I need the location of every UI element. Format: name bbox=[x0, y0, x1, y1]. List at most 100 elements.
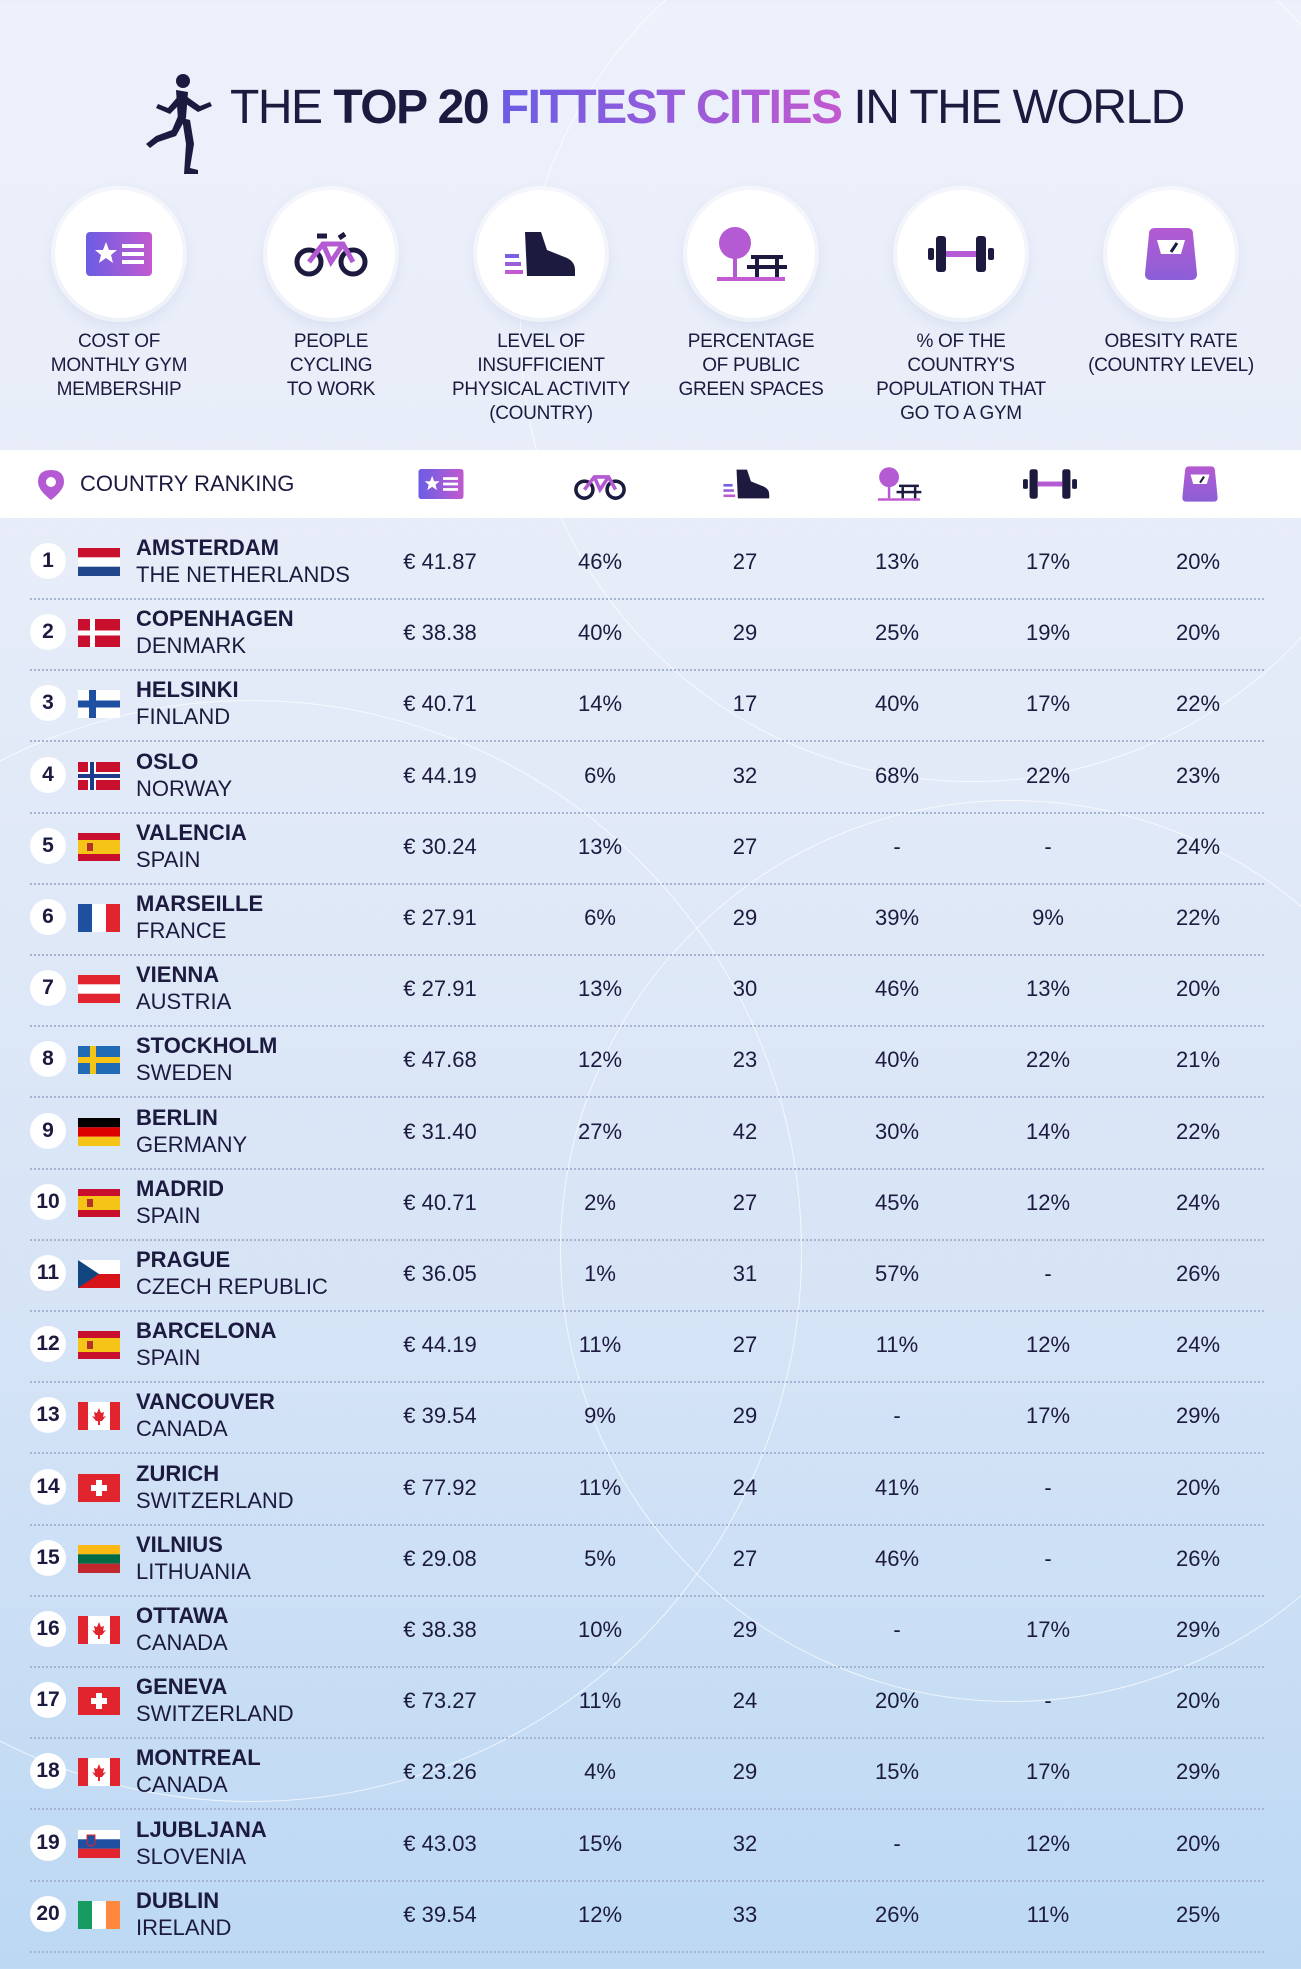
gym-cost-cell: € 43.03 bbox=[403, 1830, 477, 1856]
category-obesity-label: OBESITY RATE (COUNTRY LEVEL) bbox=[1088, 331, 1254, 376]
location-pin-icon bbox=[38, 470, 64, 500]
rank-badge: 12 bbox=[30, 1326, 66, 1363]
cycling-cell: 5% bbox=[584, 1545, 616, 1571]
obesity-cell: 20% bbox=[1175, 549, 1221, 574]
table-row: 20 DUBLIN IRELAND € 39.54 12% 33 26% 11% 25% bbox=[30, 1880, 1264, 1953]
table-row: 3 HELSINKI FINLAND € 40.71 14% 17 40% 17% 22% bbox=[30, 669, 1264, 743]
park-bench-tree-icon bbox=[877, 467, 922, 501]
category-legend: COST OF MONTHLY GYM MEMBERSHIP PEOPLE CY… bbox=[0, 190, 1301, 440]
gym-population-cell: 13% bbox=[1025, 976, 1071, 1002]
cycling-cell: 15% bbox=[577, 1830, 623, 1856]
flag-canada-icon bbox=[78, 1758, 120, 1787]
city-name: PRAGUE bbox=[136, 1247, 231, 1272]
country-name: IRELAND bbox=[136, 1914, 232, 1940]
green-space-cell: 20% bbox=[874, 1688, 920, 1714]
city-name: AMSTERDAM bbox=[136, 535, 279, 560]
category-inactivity-label: LEVEL OF INSUFFICIENT PHYSICAL ACTIVITY … bbox=[452, 331, 630, 424]
category-cycling-label: PEOPLE CYCLING TO WORK bbox=[286, 331, 376, 400]
table-row: 15 VILNIUS LITHUANIA € 29.08 5% 27 46% - 26% bbox=[30, 1524, 1264, 1597]
park-bench-tree-icon bbox=[717, 227, 787, 281]
obesity-cell: 20% bbox=[1175, 1830, 1221, 1856]
table-row: 11 PRAGUE CZECH REPUBLIC € 36.05 1% 31 57% - 26% bbox=[30, 1239, 1264, 1312]
rank-badge: 15 bbox=[30, 1539, 66, 1576]
rank-badge: 13 bbox=[30, 1397, 66, 1434]
city-name: BERLIN bbox=[136, 1104, 218, 1130]
green-space-cell: 11% bbox=[875, 1332, 919, 1358]
flag-germany-icon bbox=[78, 1117, 120, 1146]
obesity-cell: 20% bbox=[1175, 976, 1221, 1002]
obesity-cell: 20% bbox=[1175, 1474, 1221, 1500]
green-space-cell: 25% bbox=[874, 620, 920, 646]
header-obesity-icon bbox=[1170, 465, 1230, 503]
gym-population-cell: 17% bbox=[1025, 1403, 1071, 1429]
sneaker-icon bbox=[505, 232, 575, 276]
city-name: GENEVA bbox=[136, 1674, 228, 1700]
gym-population-cell: 14% bbox=[1025, 1118, 1071, 1144]
table-row: 9 BERLIN GERMANY € 31.40 27% 42 30% 14% 22% bbox=[30, 1097, 1264, 1170]
flag-france-icon bbox=[78, 904, 120, 932]
gym-cost-cell: € 44.19 bbox=[403, 1332, 477, 1358]
gym-cost-cell: € 44.19 bbox=[403, 762, 477, 788]
cycling-cell: 13% bbox=[577, 976, 623, 1002]
inactivity-cell: 29 bbox=[732, 1403, 758, 1429]
obesity-cell: 25% bbox=[1175, 1901, 1221, 1927]
green-space-cell: - bbox=[893, 1830, 901, 1856]
flag-czech-icon bbox=[78, 1260, 120, 1288]
obesity-cell: 24% bbox=[1175, 833, 1221, 859]
gym-population-cell: - bbox=[1044, 833, 1052, 859]
city-name: OSLO bbox=[136, 748, 199, 774]
cycling-cell: 4% bbox=[584, 1759, 616, 1785]
city-name: STOCKHOLM bbox=[136, 1033, 278, 1059]
inactivity-cell: 24 bbox=[732, 1688, 758, 1714]
green-space-cell: 30% bbox=[874, 1118, 920, 1144]
country-name: CANADA bbox=[136, 1416, 228, 1442]
city-name: VALENCIA bbox=[136, 819, 247, 845]
green-space-cell: 26% bbox=[874, 1901, 920, 1927]
flag-norway-icon bbox=[78, 761, 120, 790]
table-row: 17 GENEVA SWITZERLAND € 73.27 11% 24 20% - 20% bbox=[30, 1666, 1264, 1740]
cycling-cell: 11% bbox=[578, 1688, 622, 1714]
table-row: 2 COPENHAGEN DENMARK € 38.38 40% 29 25% 19% 20% bbox=[30, 598, 1264, 672]
gym-population-cell: - bbox=[1044, 1688, 1052, 1714]
flag-denmark-icon bbox=[78, 619, 120, 648]
header-gym-cost-icon bbox=[411, 465, 471, 503]
category-cycling-badge bbox=[267, 190, 395, 318]
country-name: SWEDEN bbox=[136, 1060, 233, 1086]
category-gym-population-badge bbox=[897, 190, 1025, 318]
country-ranking-label: COUNTRY RANKING bbox=[80, 471, 295, 496]
rank-badge: 8 bbox=[30, 1041, 66, 1078]
gym-population-cell: - bbox=[1044, 1261, 1052, 1286]
cycling-cell: 10% bbox=[577, 1617, 623, 1642]
green-space-cell: 46% bbox=[874, 1545, 920, 1571]
gym-population-cell: - bbox=[1044, 1545, 1052, 1571]
rank-badge: 9 bbox=[30, 1112, 66, 1149]
green-space-cell: - bbox=[893, 1617, 901, 1642]
rank-badge: 3 bbox=[30, 685, 66, 722]
city-name: VIENNA bbox=[136, 962, 220, 988]
inactivity-cell: 27 bbox=[732, 833, 758, 859]
category-gym-cost-label: COST OF MONTHLY GYM MEMBERSHIP bbox=[50, 331, 188, 400]
membership-card-icon bbox=[86, 232, 152, 276]
city-name: COPENHAGEN bbox=[136, 606, 294, 632]
gym-population-cell: 12% bbox=[1025, 1332, 1071, 1358]
city-name: MONTREAL bbox=[136, 1745, 261, 1771]
obesity-cell: 21% bbox=[1175, 1047, 1221, 1073]
flag-finland-icon bbox=[78, 690, 120, 719]
rank-badge: 2 bbox=[30, 614, 66, 651]
city-name: OTTAWA bbox=[136, 1603, 229, 1628]
category-inactivity: LEVEL OF INSUFFICIENT PHYSICAL ACTIVITY … bbox=[446, 190, 636, 426]
inactivity-cell: 33 bbox=[732, 1901, 758, 1927]
obesity-cell: 24% bbox=[1175, 1189, 1221, 1215]
rank-badge: 5 bbox=[30, 827, 66, 864]
rank-badge: 7 bbox=[30, 970, 66, 1007]
gym-cost-cell: € 73.27 bbox=[403, 1688, 477, 1714]
header-cycling-icon bbox=[570, 465, 630, 503]
inactivity-cell: 29 bbox=[732, 1617, 758, 1642]
inactivity-cell: 27 bbox=[732, 1545, 758, 1571]
inactivity-cell: 29 bbox=[732, 905, 758, 930]
cycling-cell: 2% bbox=[584, 1189, 616, 1215]
gym-population-cell: 17% bbox=[1025, 1759, 1071, 1785]
gym-population-cell: 22% bbox=[1025, 1047, 1071, 1073]
city-name: LJUBLJANA bbox=[136, 1816, 267, 1842]
inactivity-cell: 32 bbox=[732, 1830, 758, 1856]
